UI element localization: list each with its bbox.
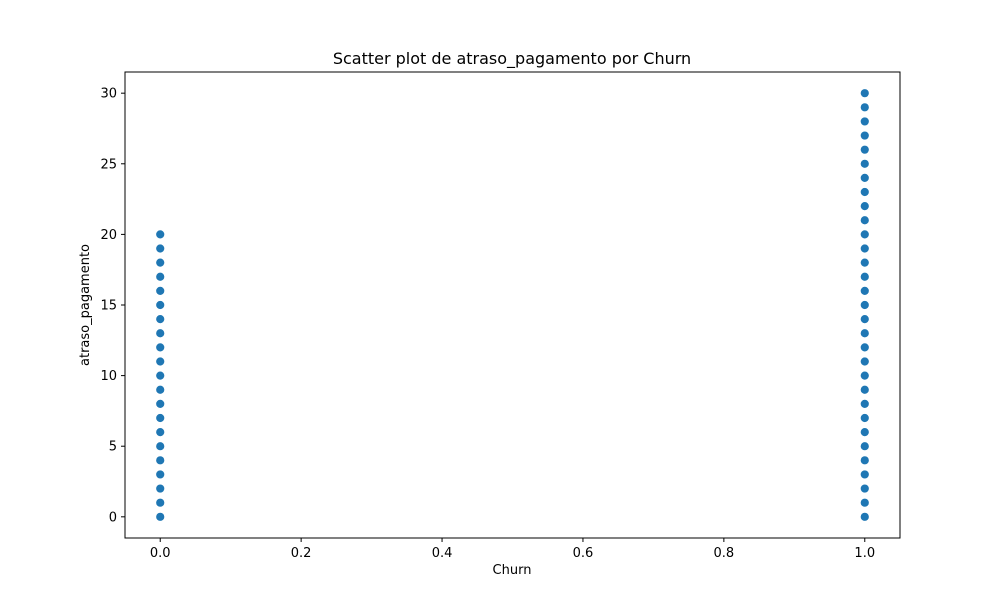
data-point — [859, 229, 870, 240]
x-tick-label: 0.4 — [432, 546, 453, 561]
y-axis-label: atraso_pagamento — [78, 244, 93, 366]
data-point — [155, 229, 166, 240]
data-point — [859, 173, 870, 183]
data-point — [859, 314, 870, 325]
data-point — [155, 328, 166, 339]
data-point — [859, 243, 870, 254]
data-point — [155, 483, 166, 494]
data-point — [859, 469, 870, 480]
data-point — [859, 497, 870, 508]
data-point — [859, 356, 870, 367]
data-point — [155, 398, 166, 409]
data-point — [155, 497, 166, 508]
chart-title: Scatter plot de atraso_pagamento por Chu… — [333, 49, 691, 69]
data-point — [859, 102, 870, 113]
data-point — [859, 511, 870, 522]
data-point — [155, 243, 166, 254]
data-point — [859, 413, 870, 423]
data-point — [859, 271, 870, 282]
data-point — [859, 342, 870, 353]
points-layer — [155, 88, 870, 522]
data-point — [859, 130, 870, 141]
data-point — [859, 398, 870, 409]
x-tick-label: 0.0 — [150, 546, 171, 561]
x-tick-label: 0.6 — [573, 546, 594, 561]
plot-frame — [124, 71, 901, 539]
data-point — [155, 356, 166, 367]
x-tick-label: 0.2 — [291, 546, 312, 561]
data-point — [155, 455, 166, 466]
data-point — [859, 257, 870, 268]
data-point — [859, 328, 870, 339]
data-point — [859, 215, 870, 226]
y-tick-label: 5 — [109, 440, 117, 455]
data-point — [859, 88, 870, 99]
x-tick-label: 0.8 — [714, 546, 735, 561]
y-tick-label: 15 — [100, 299, 117, 314]
data-point — [859, 144, 870, 155]
data-point — [155, 314, 166, 325]
data-point — [859, 455, 870, 466]
data-point — [859, 441, 870, 452]
data-point — [859, 116, 870, 127]
data-point — [155, 384, 166, 395]
data-point — [155, 285, 166, 296]
data-point — [859, 187, 870, 197]
data-point — [859, 384, 870, 395]
data-point — [859, 370, 870, 381]
y-tick-label: 0 — [109, 510, 117, 525]
y-tick-label: 20 — [100, 228, 117, 243]
data-point — [155, 370, 166, 381]
x-tick-label: 1.0 — [854, 546, 875, 561]
data-point — [859, 158, 870, 169]
data-point — [155, 441, 166, 452]
data-point — [859, 285, 870, 296]
data-point — [155, 257, 166, 268]
data-point — [859, 300, 870, 310]
x-axis-ticks: 0.0 0.2 0.4 0.6 0.8 1.0 — [150, 538, 875, 561]
y-axis-ticks: 0 5 10 15 20 25 30 — [100, 87, 125, 525]
data-point — [155, 271, 166, 282]
y-tick-label: 25 — [100, 157, 117, 172]
x-axis-label: Churn — [493, 563, 532, 578]
data-point — [859, 483, 870, 494]
data-point — [155, 300, 166, 310]
data-point — [155, 511, 166, 522]
data-point — [155, 342, 166, 353]
data-point — [859, 201, 870, 212]
data-point — [155, 469, 166, 480]
data-point — [155, 427, 166, 437]
data-point — [859, 427, 870, 437]
y-tick-label: 30 — [100, 87, 117, 102]
y-tick-label: 10 — [100, 369, 117, 384]
data-point — [155, 413, 166, 423]
